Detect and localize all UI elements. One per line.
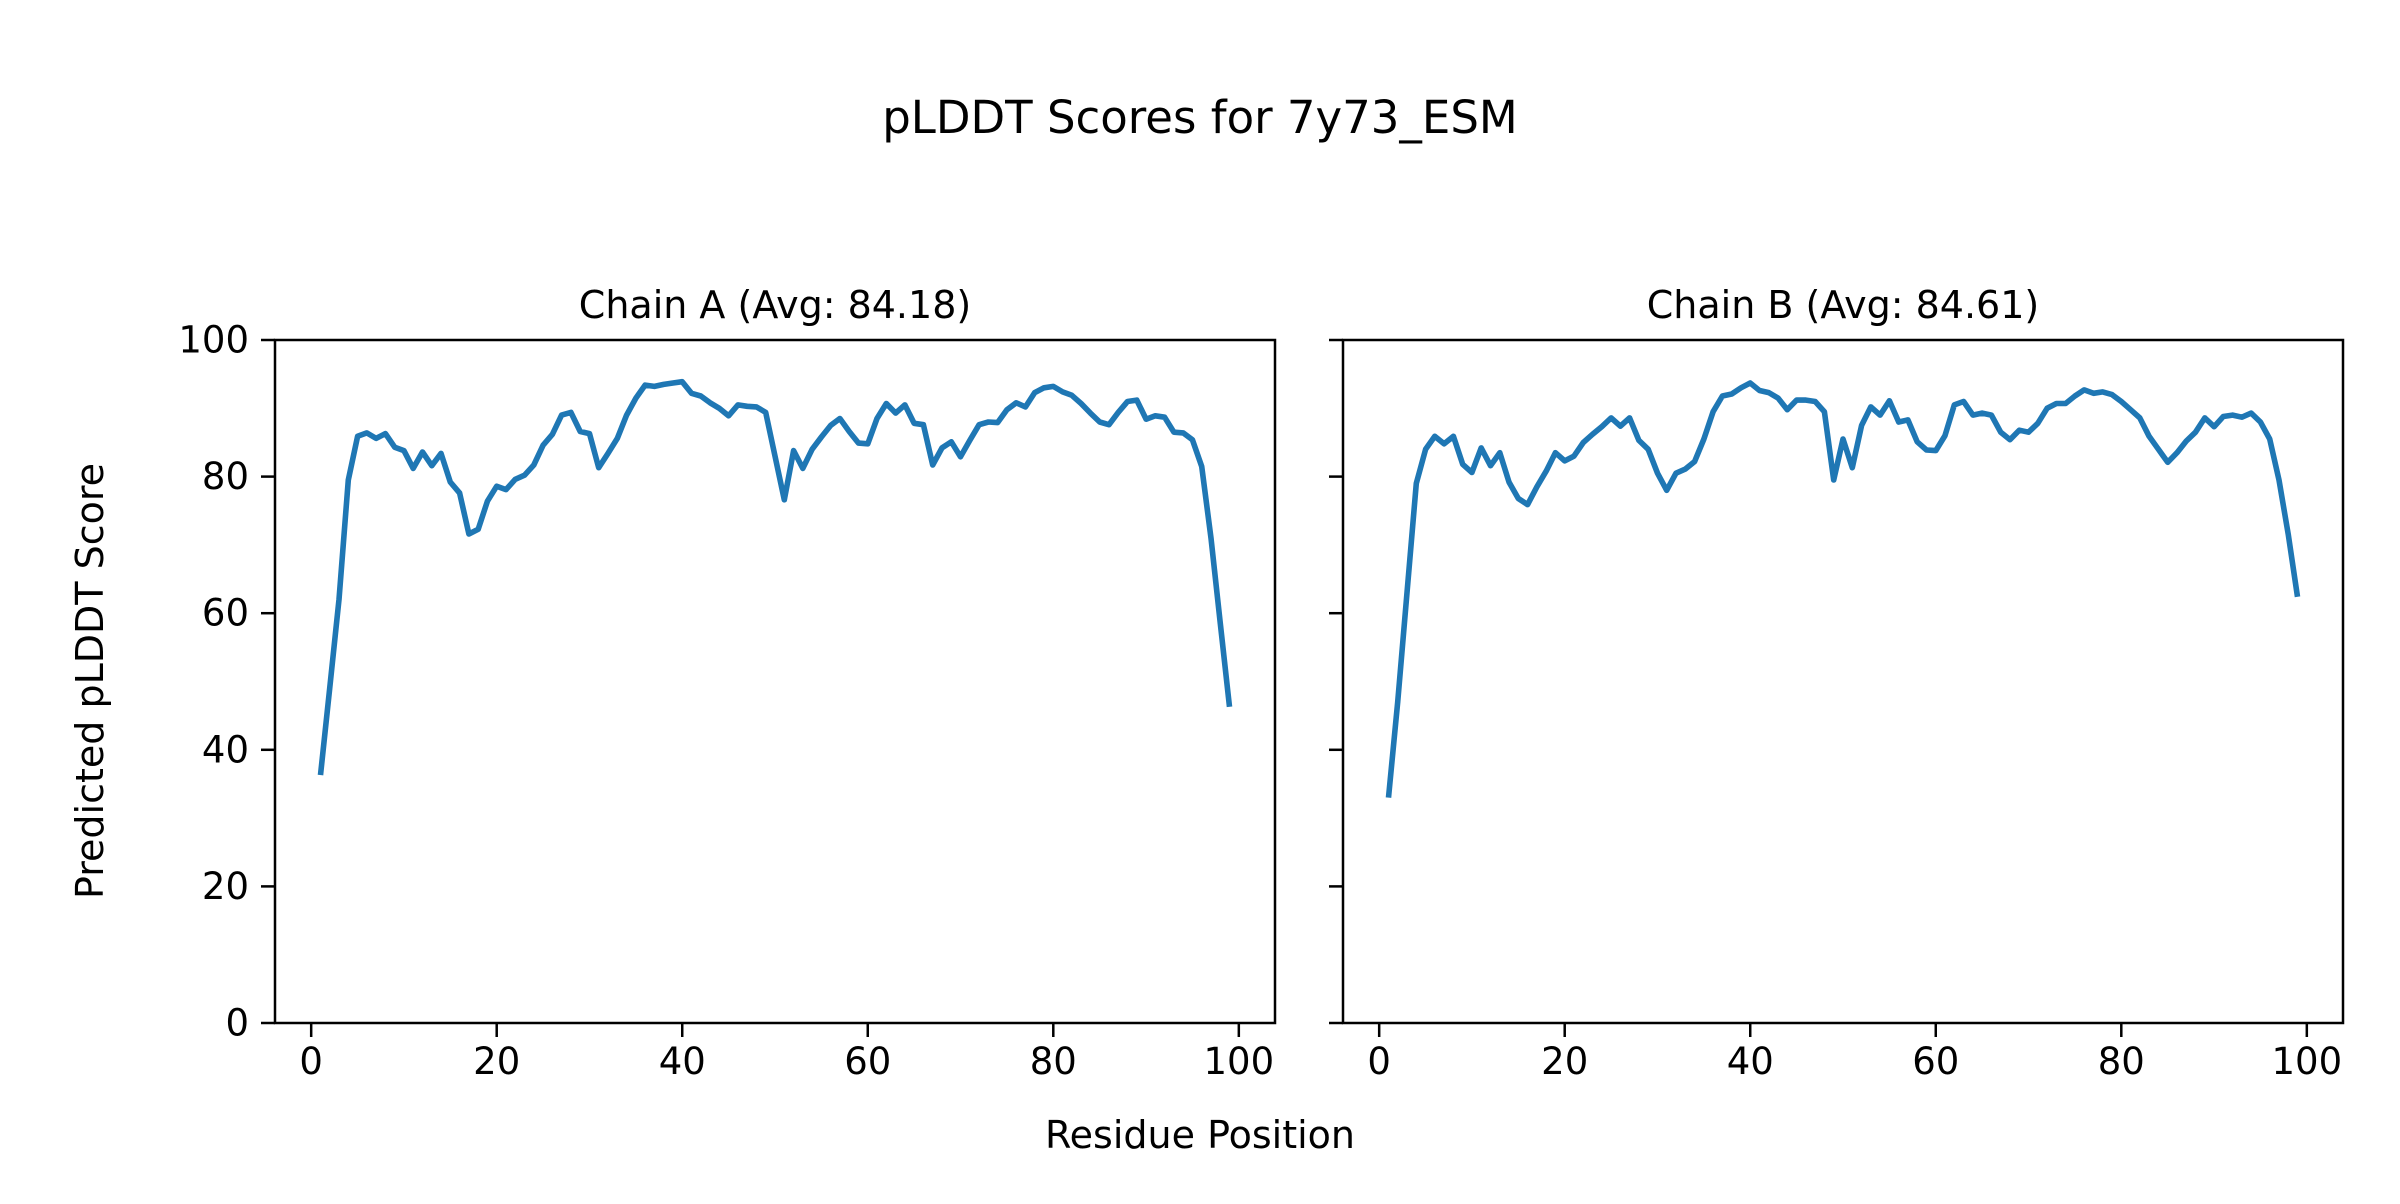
y-tick-label: 80: [202, 455, 249, 498]
figure-title: pLDDT Scores for 7y73_ESM: [882, 91, 1518, 144]
chain-a-title: Chain A (Avg: 84.18): [579, 283, 971, 327]
y-tick-label: 20: [202, 865, 249, 908]
y-tick-label: 0: [225, 1002, 249, 1045]
x-axis-label: Residue Position: [1045, 1113, 1355, 1157]
x-tick-label: 20: [1541, 1040, 1588, 1083]
plddt-line-chain-a: [317, 378, 1233, 776]
x-tick-label: 60: [1912, 1040, 1959, 1083]
x-tick-label: 40: [1727, 1040, 1774, 1083]
x-tick-label: 0: [299, 1040, 323, 1083]
x-tick-label: 60: [844, 1040, 891, 1083]
y-axis-label: Predicted pLDDT Score: [68, 463, 112, 899]
subplot-chain-a: 0 20 40 60 80 100 0 20 40 60 80 100: [178, 319, 1277, 1083]
x-tick-label: 80: [1030, 1040, 1077, 1083]
plddt-line-chain-b: [1385, 380, 2301, 798]
axes-spines: [1341, 338, 2345, 1025]
x-tick-label: 100: [1204, 1040, 1275, 1083]
y-tick-label: 100: [178, 319, 249, 362]
y-tick-label: 60: [202, 592, 249, 635]
x-tick-label: 40: [659, 1040, 706, 1083]
y-tick-label: 40: [202, 728, 249, 771]
subplot-chain-b: 0 20 40 60 80 100: [1329, 338, 2345, 1083]
x-tick-label: 80: [2098, 1040, 2145, 1083]
axes-spines: [273, 338, 1277, 1025]
x-tick-label: 0: [1367, 1040, 1391, 1083]
x-tick-label: 100: [2272, 1040, 2343, 1083]
chain-b-title: Chain B (Avg: 84.61): [1647, 283, 2039, 327]
x-tick-label: 20: [473, 1040, 520, 1083]
